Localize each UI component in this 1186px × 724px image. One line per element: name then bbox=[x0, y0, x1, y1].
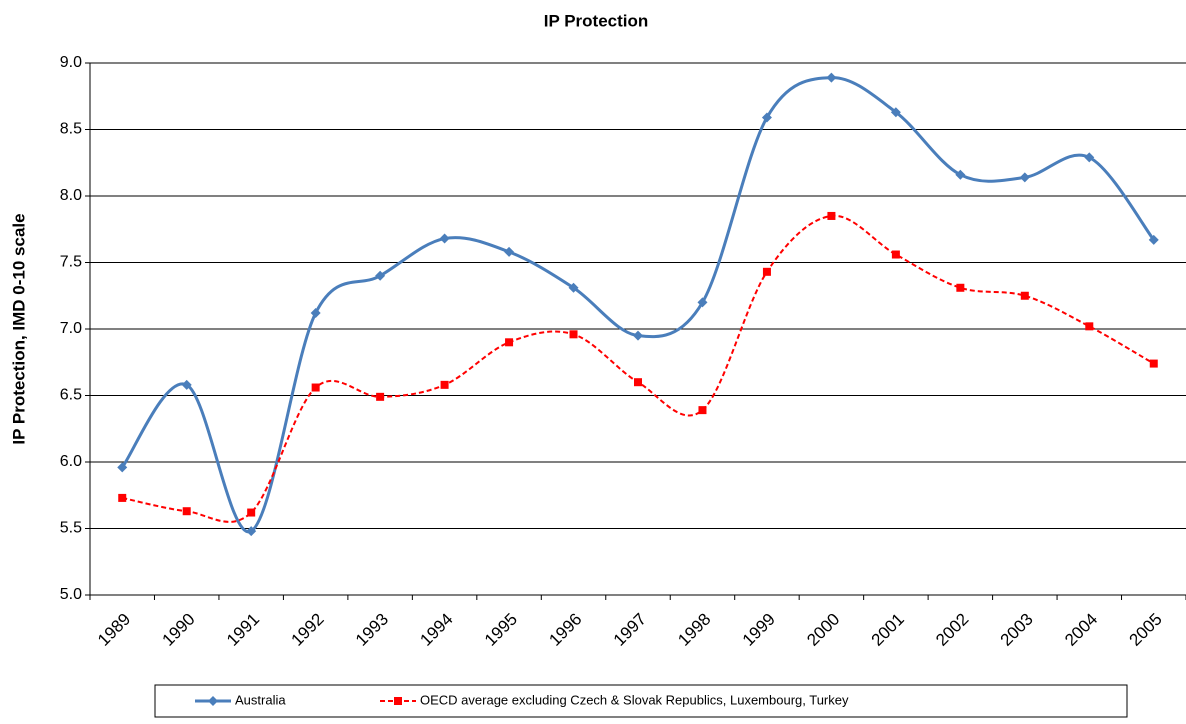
data-point bbox=[955, 169, 966, 180]
x-tick-label: 1994 bbox=[416, 610, 456, 650]
data-point bbox=[310, 308, 321, 319]
x-tick-label: 1993 bbox=[352, 610, 392, 650]
data-point bbox=[569, 330, 578, 339]
x-tick-label: 1991 bbox=[223, 610, 263, 650]
data-point bbox=[1148, 234, 1159, 245]
y-axis-label: IP Protection, IMD 0-10 scale bbox=[9, 213, 28, 444]
data-point bbox=[311, 383, 320, 392]
series-line bbox=[122, 214, 1155, 523]
x-tick-label: 1992 bbox=[287, 610, 327, 650]
data-point bbox=[1020, 291, 1029, 300]
data-point bbox=[568, 282, 579, 293]
data-point bbox=[826, 72, 837, 83]
x-tick-label: 2003 bbox=[997, 610, 1037, 650]
y-tick-label: 6.5 bbox=[60, 387, 82, 404]
x-tick-label: 2002 bbox=[932, 610, 972, 650]
legend-marker bbox=[394, 697, 402, 705]
y-tick-label: 6.0 bbox=[60, 453, 82, 470]
data-point bbox=[118, 493, 127, 502]
data-point bbox=[1019, 172, 1030, 183]
y-tick-label: 8.0 bbox=[60, 187, 82, 204]
y-tick-label: 7.0 bbox=[60, 320, 82, 337]
data-point bbox=[440, 380, 449, 389]
series-line bbox=[121, 76, 1155, 534]
data-point bbox=[375, 270, 386, 281]
x-tick-label: 1996 bbox=[545, 610, 585, 650]
x-tick-label: 1998 bbox=[674, 610, 714, 650]
chart-title: IP Protection bbox=[544, 11, 649, 30]
y-tick-label: 9.0 bbox=[60, 54, 82, 71]
x-tick-label: 1990 bbox=[159, 610, 199, 650]
data-point bbox=[1084, 152, 1095, 163]
data-point bbox=[761, 112, 772, 123]
legend-label: OECD average excluding Czech & Slovak Re… bbox=[420, 692, 849, 707]
data-point bbox=[182, 507, 191, 516]
data-point bbox=[376, 392, 385, 401]
x-tick-label: 1989 bbox=[94, 610, 134, 650]
legend-marker bbox=[208, 696, 218, 706]
data-point bbox=[1085, 322, 1094, 331]
y-tick-label: 5.0 bbox=[60, 586, 82, 603]
data-point bbox=[505, 338, 514, 347]
legend-label: Australia bbox=[235, 692, 286, 707]
data-point bbox=[890, 107, 901, 118]
data-point bbox=[634, 378, 642, 387]
y-tick-label: 8.5 bbox=[60, 121, 82, 138]
data-point bbox=[439, 233, 450, 244]
data-point bbox=[633, 330, 643, 341]
data-point bbox=[181, 379, 192, 390]
x-tick-label: 1999 bbox=[739, 610, 779, 650]
x-tick-label: 2001 bbox=[868, 610, 908, 650]
data-point bbox=[891, 250, 900, 259]
data-point bbox=[956, 283, 965, 292]
data-point bbox=[246, 526, 257, 537]
data-point bbox=[117, 462, 128, 473]
y-tick-label: 5.5 bbox=[60, 520, 82, 537]
data-point bbox=[697, 297, 708, 308]
legend-box bbox=[154, 684, 1128, 718]
x-tick-label: 2000 bbox=[803, 610, 843, 650]
y-tick-label: 7.5 bbox=[60, 254, 82, 271]
x-tick-label: 2005 bbox=[1126, 610, 1166, 650]
x-tick-label: 1995 bbox=[481, 610, 521, 650]
x-tick-label: 2004 bbox=[1061, 610, 1101, 650]
data-point bbox=[762, 267, 771, 276]
data-point bbox=[504, 246, 515, 257]
data-point bbox=[698, 406, 707, 415]
data-point bbox=[1149, 359, 1158, 368]
x-tick-label: 1997 bbox=[610, 610, 650, 650]
data-point bbox=[247, 508, 256, 517]
data-point bbox=[827, 211, 836, 220]
